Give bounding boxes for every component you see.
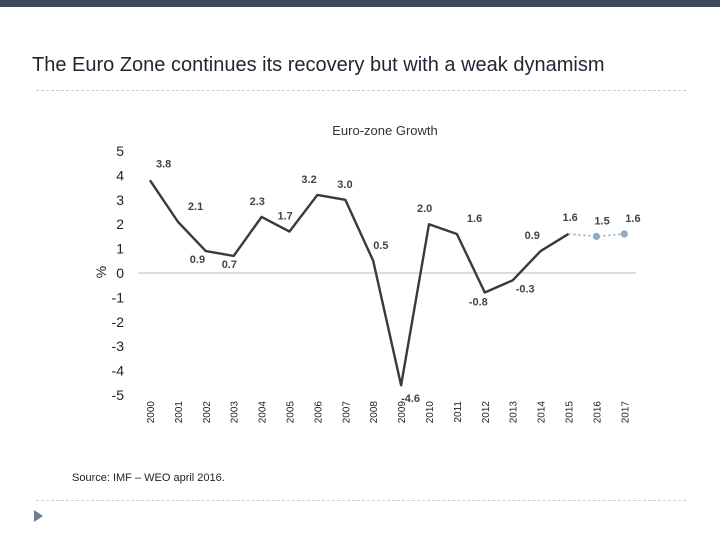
x-tick-label: 2012 <box>481 401 492 424</box>
x-tick-label: 2014 <box>537 401 548 424</box>
forecast-point <box>620 230 628 238</box>
y-tick-label: 3 <box>116 192 124 208</box>
y-tick-label: 2 <box>116 216 124 232</box>
chart-title: Euro-zone Growth <box>332 123 438 138</box>
y-tick-label: 0 <box>116 265 124 281</box>
slide-bullet-icon <box>34 510 43 522</box>
x-tick-label: 2009 <box>397 401 408 424</box>
data-label: 3.8 <box>156 158 171 170</box>
data-label: 0.7 <box>222 259 237 271</box>
x-tick-label: 2004 <box>258 401 269 424</box>
y-tick-label: -1 <box>112 289 125 305</box>
x-tick-label: 2017 <box>620 401 631 424</box>
y-tick-label: -5 <box>112 387 125 403</box>
y-tick-label: -4 <box>112 363 125 379</box>
data-label: 3.2 <box>301 174 316 186</box>
x-tick-label: 2002 <box>202 401 213 424</box>
x-tick-label: 2001 <box>174 401 185 424</box>
data-label: 2.0 <box>417 203 432 215</box>
x-tick-label: 2007 <box>341 401 352 424</box>
data-label: 2.3 <box>250 196 265 208</box>
data-label: 0.5 <box>373 240 388 252</box>
y-tick-label: -3 <box>112 338 125 354</box>
slide-title: The Euro Zone continues its recovery but… <box>32 54 605 76</box>
y-tick-label: 1 <box>116 241 124 257</box>
data-label: 1.7 <box>278 211 293 223</box>
actual-series-line <box>149 179 570 387</box>
y-tick-label: 4 <box>116 167 124 183</box>
y-tick-label: 5 <box>116 143 124 159</box>
y-axis-label: % <box>93 266 109 278</box>
data-label: 0.9 <box>190 254 205 266</box>
forecast-series-line <box>568 233 625 238</box>
data-label: 0.9 <box>525 230 540 242</box>
x-tick-label: 2016 <box>592 401 603 424</box>
x-tick-label: 2008 <box>369 401 380 424</box>
data-label: -0.3 <box>516 283 535 295</box>
forecast-point <box>592 232 601 240</box>
top-accent-bar <box>0 0 720 7</box>
data-label: 1.5 <box>594 215 609 227</box>
data-label: 2.1 <box>188 201 203 213</box>
x-tick-label: 2015 <box>565 401 576 424</box>
title-divider <box>36 90 686 91</box>
data-label: 1.6 <box>625 213 640 225</box>
x-tick-label: 2010 <box>425 401 436 424</box>
x-tick-label: 2013 <box>509 401 520 424</box>
data-label: -4.6 <box>401 393 420 405</box>
x-tick-label: 2006 <box>313 401 324 424</box>
x-tick-label: 2003 <box>230 401 241 424</box>
source-note: Source: IMF – WEO april 2016. <box>72 472 225 484</box>
x-tick-label: 2005 <box>286 401 297 424</box>
data-label: 1.6 <box>467 213 482 225</box>
data-label: 1.6 <box>563 212 578 224</box>
data-label: 3.0 <box>337 179 352 191</box>
footer-divider <box>36 500 686 501</box>
y-tick-label: -2 <box>112 314 125 330</box>
x-tick-label: 2000 <box>146 401 157 424</box>
x-tick-label: 2011 <box>453 401 464 423</box>
data-label: -0.8 <box>469 297 488 309</box>
